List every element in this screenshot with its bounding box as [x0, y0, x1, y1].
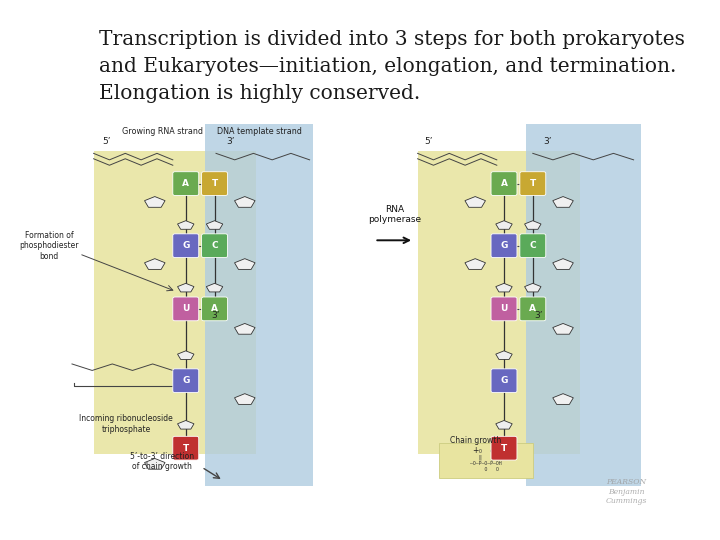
Polygon shape	[145, 458, 165, 469]
FancyBboxPatch shape	[491, 369, 517, 393]
Polygon shape	[553, 197, 573, 207]
Polygon shape	[235, 197, 255, 207]
Polygon shape	[465, 197, 485, 207]
Text: Formation of
phosphodiester
bond: Formation of phosphodiester bond	[19, 231, 78, 261]
Text: 5’-to-3’ direction
of chain growth: 5’-to-3’ direction of chain growth	[130, 452, 194, 471]
Polygon shape	[205, 124, 313, 486]
Text: Growing RNA strand: Growing RNA strand	[122, 127, 202, 136]
FancyBboxPatch shape	[520, 172, 546, 195]
Bar	[439, 443, 533, 478]
Text: C: C	[211, 241, 218, 250]
FancyBboxPatch shape	[520, 234, 546, 258]
Text: Transcription is divided into 3 steps for both prokaryotes: Transcription is divided into 3 steps fo…	[99, 30, 685, 49]
Text: 3’: 3’	[534, 312, 543, 320]
Text: T: T	[212, 179, 217, 188]
Polygon shape	[525, 221, 541, 230]
FancyBboxPatch shape	[491, 436, 517, 460]
Text: DNA template strand: DNA template strand	[217, 127, 302, 136]
Polygon shape	[465, 259, 485, 269]
Text: T: T	[530, 179, 536, 188]
FancyBboxPatch shape	[173, 234, 199, 258]
Text: U: U	[182, 305, 189, 313]
Text: Elongation is highly conserved.: Elongation is highly conserved.	[99, 84, 420, 103]
Text: A: A	[529, 305, 536, 313]
Polygon shape	[178, 221, 194, 230]
FancyBboxPatch shape	[491, 297, 517, 321]
Polygon shape	[465, 458, 485, 469]
FancyBboxPatch shape	[173, 369, 199, 393]
Polygon shape	[178, 284, 194, 292]
Polygon shape	[207, 221, 222, 230]
Polygon shape	[145, 259, 165, 269]
Polygon shape	[235, 323, 255, 334]
Text: A: A	[211, 305, 218, 313]
Text: G: G	[500, 376, 508, 385]
Polygon shape	[94, 151, 256, 454]
Text: A: A	[500, 179, 508, 188]
Text: G: G	[500, 241, 508, 250]
FancyBboxPatch shape	[173, 436, 199, 460]
Polygon shape	[235, 259, 255, 269]
Polygon shape	[178, 351, 194, 360]
Text: G: G	[182, 241, 189, 250]
Polygon shape	[235, 394, 255, 404]
FancyBboxPatch shape	[173, 297, 199, 321]
Polygon shape	[496, 421, 512, 429]
Text: RNA
polymerase: RNA polymerase	[368, 205, 421, 224]
Polygon shape	[526, 124, 641, 486]
FancyBboxPatch shape	[202, 297, 228, 321]
Polygon shape	[553, 259, 573, 269]
Text: Chain growth
+: Chain growth +	[449, 436, 501, 455]
Text: 3’: 3’	[212, 312, 220, 320]
Text: C: C	[529, 241, 536, 250]
Text: T: T	[183, 444, 189, 453]
Text: Incoming ribonucleoside
triphosphate: Incoming ribonucleoside triphosphate	[79, 414, 173, 434]
Text: and Eukaryotes—initiation, elongation, and termination.: and Eukaryotes—initiation, elongation, a…	[99, 57, 677, 76]
Text: A: A	[182, 179, 189, 188]
Text: G: G	[182, 376, 189, 385]
FancyBboxPatch shape	[491, 172, 517, 195]
Polygon shape	[178, 421, 194, 429]
Text: O   O
‖   ‖
–O–P–O–P–OH
    O   O: O O ‖ ‖ –O–P–O–P–OH O O	[470, 449, 502, 471]
Text: 3’: 3’	[226, 137, 235, 146]
Polygon shape	[207, 284, 222, 292]
Polygon shape	[496, 284, 512, 292]
Polygon shape	[145, 197, 165, 207]
FancyBboxPatch shape	[202, 234, 228, 258]
Text: PEARSON
Benjamin
Cummings: PEARSON Benjamin Cummings	[606, 478, 647, 505]
Polygon shape	[418, 151, 580, 454]
Polygon shape	[525, 284, 541, 292]
FancyBboxPatch shape	[491, 234, 517, 258]
Text: 3’: 3’	[543, 137, 552, 146]
Polygon shape	[553, 323, 573, 334]
Text: U: U	[500, 305, 508, 313]
Polygon shape	[496, 221, 512, 230]
FancyBboxPatch shape	[202, 172, 228, 195]
Text: T: T	[501, 444, 507, 453]
FancyBboxPatch shape	[520, 297, 546, 321]
Text: 5’: 5’	[102, 137, 111, 146]
Text: 5’: 5’	[424, 137, 433, 146]
Polygon shape	[553, 394, 573, 404]
FancyBboxPatch shape	[173, 172, 199, 195]
Polygon shape	[496, 351, 512, 360]
